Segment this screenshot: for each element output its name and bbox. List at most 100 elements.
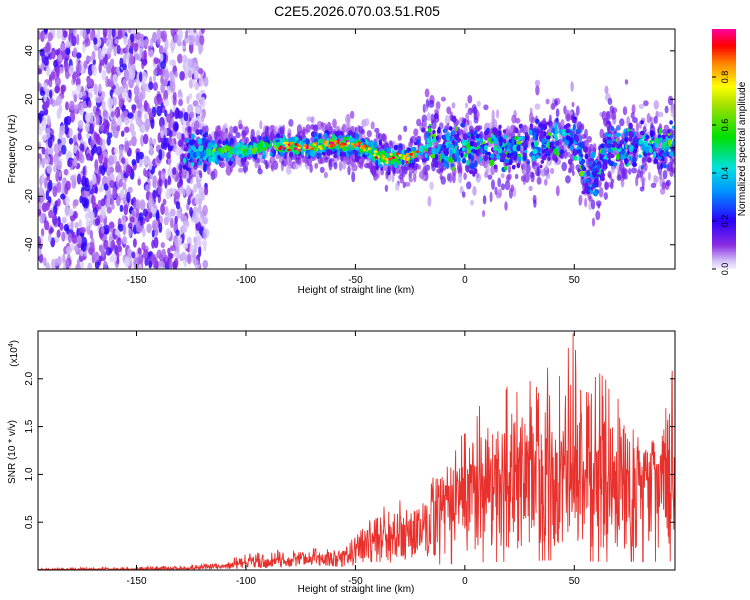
spectrogram-cell: [501, 153, 507, 159]
spectrogram-cell: [642, 135, 646, 140]
spectrogram-cell: [56, 229, 61, 238]
spectrogram-cell: [52, 214, 58, 226]
spectrogram-cell: [94, 185, 99, 194]
spectrogram-cell: [336, 150, 341, 156]
spectrogram-cell: [195, 150, 200, 157]
spectrogram-cell: [607, 97, 613, 105]
spectrogram-cell: [640, 176, 646, 183]
spectrogram-cell: [525, 132, 529, 137]
spectrogram-cell: [142, 133, 149, 145]
spectrogram-cell: [109, 180, 115, 189]
spectrogram-cell: [365, 151, 369, 156]
spectrogram-cell: [628, 145, 634, 153]
spectrogram-cell: [428, 99, 435, 108]
spectrogram-cell: [482, 195, 487, 205]
spectrogram-cell: [216, 124, 222, 135]
spectrogram-cell: [269, 152, 273, 157]
spectrogram-cell: [131, 251, 136, 259]
spectrogram-cell: [312, 124, 319, 131]
spectrogram-cell: [163, 89, 169, 99]
spectrogram-cell: [173, 250, 179, 258]
spectrogram-cell: [454, 151, 459, 158]
spectrogram-cell: [470, 133, 474, 139]
spectrogram-cell: [127, 186, 133, 194]
spectrogram-cell: [489, 153, 495, 159]
spectrogram-cell: [187, 178, 191, 184]
spectrogram-cell: [113, 87, 120, 96]
spectrogram-cell: [102, 29, 108, 38]
spectrogram-cell: [104, 224, 110, 235]
spectrogram-cell: [156, 29, 162, 39]
spectrogram-cell: [466, 181, 472, 190]
spectrogram-cell: [87, 100, 92, 108]
spectrogram-cell: [664, 105, 669, 114]
spectrogram-cell: [647, 157, 652, 163]
spectrogram-cell: [165, 228, 172, 239]
spectrogram-cell: [553, 148, 558, 155]
spectrogram-cell: [180, 213, 186, 222]
spectrogram-cell: [607, 173, 612, 179]
spectrogram-cell: [593, 178, 599, 185]
spectrogram-cell: [58, 171, 62, 178]
spectrogram-cell: [486, 163, 490, 174]
spectrogram-cell: [41, 146, 46, 155]
spectrogram-cell: [97, 49, 101, 60]
spectrogram-cell: [265, 125, 269, 132]
spectrogram-cell: [331, 141, 335, 145]
spectrogram-cell: [573, 155, 578, 161]
snr-x-tick-label: -100: [236, 576, 256, 587]
spectrogram-cell: [323, 171, 328, 179]
spectrogram-cell: [178, 99, 184, 107]
spectrogram-cell: [129, 33, 135, 43]
spectrogram-cell: [59, 125, 65, 136]
spectrogram-cell: [451, 139, 456, 146]
spectrogram-cell: [47, 32, 53, 42]
spectrogram-cell: [416, 118, 422, 127]
spectrogram-cell: [163, 127, 168, 136]
spectrogram-cell: [190, 133, 195, 140]
spectrogram-cell: [532, 128, 538, 133]
spectrogram-cell: [221, 154, 226, 159]
colorbar-tick-label: 0.4: [720, 167, 730, 180]
spectrogram-cell: [409, 177, 414, 183]
spectrogram-cell: [182, 157, 187, 164]
spectrogram-cell: [49, 154, 54, 166]
spectrogram-cell: [428, 127, 431, 134]
spectrogram-cell: [306, 116, 312, 122]
spectrogram-cell: [74, 104, 78, 115]
spectrogram-cell: [243, 156, 247, 162]
spectrogram-cell: [44, 220, 50, 231]
spectrogram-cell: [103, 183, 109, 191]
spectrogram-cell: [79, 143, 85, 152]
spectrogram-cell: [95, 115, 100, 126]
spectrogram-cell: [108, 155, 114, 166]
spectrogram-cell: [183, 111, 189, 122]
spectrogram-cell: [375, 163, 379, 171]
spectrogram-cell: [59, 42, 65, 52]
snr-panel: -150 -100 -50 0 50 0.51.01.52.0 Height of st…: [7, 330, 676, 595]
spectrogram-cell: [89, 229, 94, 240]
spectrogram-cell: [348, 151, 354, 156]
spectrogram-cell: [119, 204, 124, 213]
spectrogram-cell: [80, 242, 87, 253]
spectrogram-cell: [60, 193, 66, 200]
spectrogram-cell: [535, 84, 540, 96]
spectrogram-cell: [144, 112, 148, 120]
spectrogram-cell: [236, 151, 240, 156]
spectrogram-cell: [38, 68, 43, 75]
spectrogram-cell: [256, 143, 261, 148]
spectrogram-cell: [41, 134, 48, 142]
spectrogram-cell: [169, 245, 176, 252]
spectrogram-cell: [76, 235, 82, 244]
spectrogram-cell: [460, 152, 464, 159]
spectrogram-cell: [120, 130, 125, 137]
spectrogram-cell: [470, 199, 474, 206]
colorbar-tick-label: 0.0: [720, 263, 730, 276]
spectrogram-cell: [570, 162, 575, 173]
spectrogram-cell: [65, 101, 69, 111]
spectrogram-cell: [53, 143, 59, 154]
spectrogram-cell: [645, 135, 650, 140]
spectrogram-cell: [297, 148, 301, 152]
spectrogram-cell: [426, 143, 431, 148]
spectrogram-cell: [440, 96, 446, 102]
